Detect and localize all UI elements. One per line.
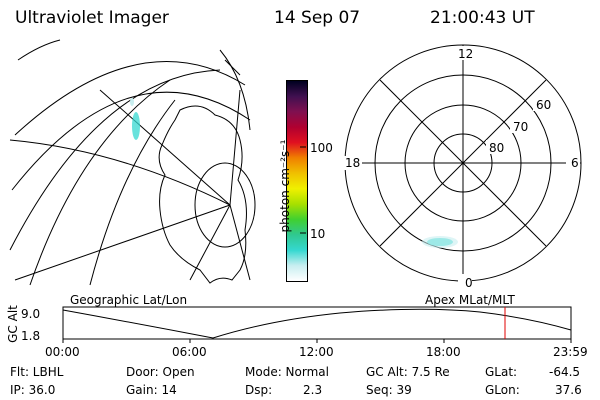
glat-value: -64.5 bbox=[549, 365, 581, 379]
glon-value: 37.6 bbox=[555, 383, 582, 397]
dsp-value: 2.3 bbox=[303, 383, 323, 397]
glat-label: GLat: bbox=[485, 365, 518, 379]
lat-label-60: 60 bbox=[536, 98, 552, 112]
colorbar bbox=[286, 80, 308, 282]
mlt-label-6: 6 bbox=[571, 156, 579, 170]
apex-caption: Apex MLat/MLT bbox=[425, 293, 515, 307]
mlt-label-12: 12 bbox=[458, 47, 474, 61]
coastline bbox=[158, 105, 247, 284]
lat-label-70: 70 bbox=[513, 120, 529, 134]
time-tick-0600: 06:00 bbox=[172, 345, 207, 359]
glon-label: GLon: bbox=[485, 383, 520, 397]
date-label: 14 Sep 07 bbox=[274, 8, 361, 28]
time-tick-1800: 18:00 bbox=[426, 345, 461, 359]
ip-info: IP: 36.0 bbox=[10, 383, 56, 397]
time-tick-0000: 00:00 bbox=[45, 345, 80, 359]
timeline-frame bbox=[62, 306, 572, 340]
seq-info: Seq: 39 bbox=[366, 383, 412, 397]
app-title: Ultraviolet Imager bbox=[15, 8, 169, 28]
colorbar-gradient bbox=[287, 81, 307, 281]
aurora-emission bbox=[132, 112, 140, 140]
gc-alt-info: GC Alt: 7.5 Re bbox=[366, 365, 450, 379]
timeline-y-top: 9.0 bbox=[21, 307, 41, 321]
time-label: 21:00:43 UT bbox=[430, 8, 535, 28]
filter-info: Flt: LBHL bbox=[10, 365, 64, 379]
colorbar-tick-100: 100 bbox=[310, 141, 333, 155]
lat-label-80: 80 bbox=[489, 141, 505, 155]
gain-info: Gain: 14 bbox=[126, 383, 177, 397]
dsp-label: Dsp: bbox=[245, 383, 273, 397]
time-tick-1200: 12:00 bbox=[299, 345, 334, 359]
timeline-y-bottom: 1.8 bbox=[21, 329, 41, 343]
orbit-altitude-curve bbox=[62, 308, 572, 339]
door-info: Door: Open bbox=[126, 365, 195, 379]
mlt-label-18: 18 bbox=[345, 156, 361, 170]
time-tick-2359: 23:59 bbox=[553, 345, 588, 359]
mode-info: Mode: Normal bbox=[245, 365, 329, 379]
mlt-label-0: 0 bbox=[465, 276, 473, 290]
geographic-caption: Geographic Lat/Lon bbox=[70, 293, 188, 307]
colorbar-tick-10: 10 bbox=[310, 227, 326, 241]
